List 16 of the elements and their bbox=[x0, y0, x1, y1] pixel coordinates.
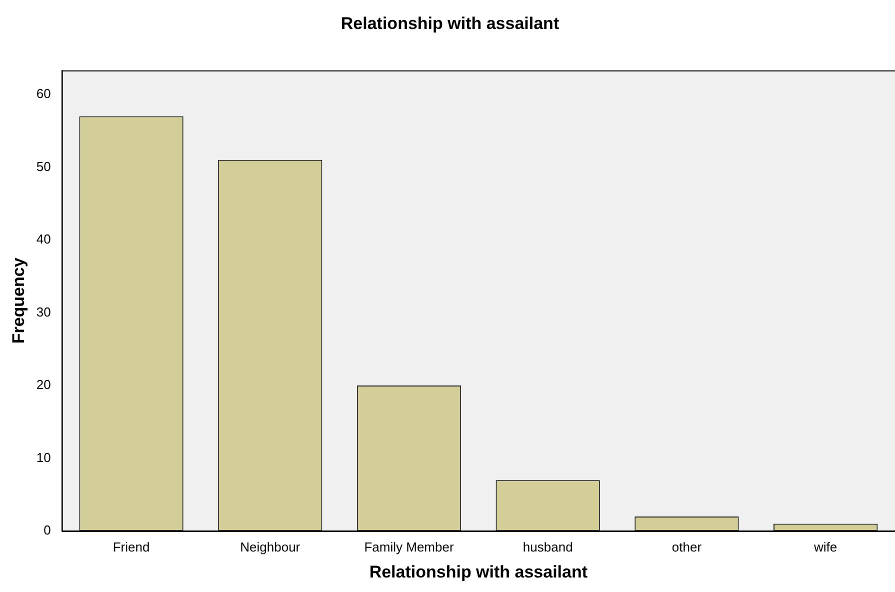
y-tick-label: 0 bbox=[44, 522, 51, 538]
x-tick-label: husband bbox=[522, 539, 573, 554]
y-axis-title: Frequency bbox=[8, 257, 28, 344]
x-tick-label: wife bbox=[813, 539, 838, 554]
y-tick-label: 60 bbox=[36, 86, 51, 101]
x-tick-label: Neighbour bbox=[240, 539, 301, 554]
x-axis-title: Relationship with assailant bbox=[369, 562, 588, 582]
chart-title: Relationship with assailant bbox=[340, 14, 560, 33]
x-tick-label: other bbox=[672, 539, 702, 554]
y-tick-label: 10 bbox=[36, 450, 51, 465]
x-tick-label: Friend bbox=[112, 539, 150, 554]
x-tick-label: Family Member bbox=[364, 539, 454, 554]
y-tick-label: 40 bbox=[36, 232, 51, 247]
y-tick-label: 20 bbox=[36, 377, 51, 392]
y-tick-label: 30 bbox=[36, 304, 51, 320]
y-tick-label: 50 bbox=[36, 158, 51, 174]
